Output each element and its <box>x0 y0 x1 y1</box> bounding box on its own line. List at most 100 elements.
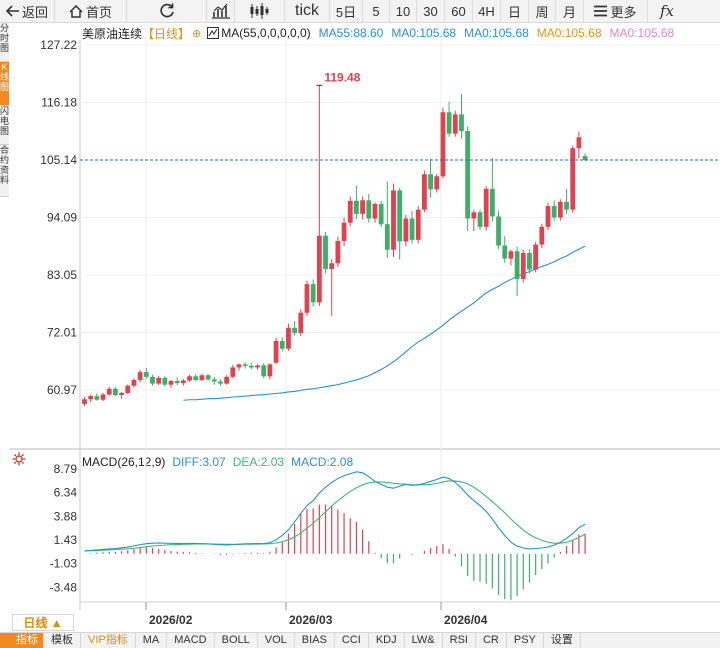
symbol-name: 美原油连续 <box>82 26 143 41</box>
macd-tick-label: -1.03 <box>50 557 78 571</box>
tab-macd[interactable]: MACD <box>167 633 215 648</box>
tab-settings[interactable]: 设置 <box>544 633 581 648</box>
candle-up <box>316 235 322 303</box>
macd-layer <box>84 471 586 601</box>
candle-down <box>292 327 298 334</box>
period-selector[interactable]: 日线 ▲ <box>12 614 74 631</box>
tab-indicator[interactable]: 指标 <box>0 633 44 648</box>
period-day[interactable]: 日 <box>501 0 529 22</box>
macd-tick-label: 3.88 <box>54 509 78 523</box>
candle-up <box>137 372 143 380</box>
macd-tick-label: 1.43 <box>54 533 78 547</box>
period-week[interactable]: 周 <box>529 0 556 22</box>
candle-down <box>564 201 569 210</box>
candle-up <box>335 240 341 264</box>
period-month[interactable]: 月 <box>556 0 584 22</box>
home-button[interactable]: 首页 <box>55 0 127 22</box>
candle-up <box>422 174 427 210</box>
candle-down <box>551 206 557 218</box>
candle-up <box>267 364 273 377</box>
candle-up <box>508 251 514 259</box>
date-axis: 2026/02 2026/03 2026/04 <box>145 602 488 627</box>
macd-settings-icon[interactable] <box>12 452 26 466</box>
target-icon[interactable]: ⊕ <box>192 27 202 40</box>
candle-up <box>434 176 440 190</box>
tab-cci[interactable]: CCI <box>335 633 369 648</box>
price-legend: 美原油连续 【日线】 ⊕ MA(55,0,0,0,0,0) MA55:88.60… <box>82 25 682 41</box>
tab-rsi[interactable]: RSI <box>443 633 476 648</box>
tab-vip-indicator[interactable]: VIP指标 <box>81 633 136 648</box>
candle-down <box>261 365 267 377</box>
ma-settings-icon[interactable] <box>207 27 220 39</box>
tab-contract-info[interactable]: 合约资料 <box>0 145 9 197</box>
price-tick-label: 105.14 <box>40 153 77 167</box>
tab-kline[interactable]: K线图 <box>0 62 9 106</box>
candle-down <box>384 224 390 250</box>
candle-down <box>378 203 384 225</box>
more-button[interactable]: 更多 <box>584 0 648 22</box>
price-tick-label: 116.18 <box>41 95 77 109</box>
macd-tick-label: 8.79 <box>54 462 78 476</box>
ma-value-3: MA0:105.68 <box>536 26 602 40</box>
chart-type-button[interactable] <box>207 0 235 22</box>
date-tick-label: 2026/02 <box>149 613 193 627</box>
tab-template[interactable]: 模板 <box>44 633 81 648</box>
tab-ma[interactable]: MA <box>136 633 168 648</box>
candle-down <box>527 252 532 270</box>
macd-dea-value: DEA:2.03 <box>232 455 285 469</box>
candle-up <box>273 340 279 363</box>
candle-down <box>94 396 100 400</box>
tab-vol[interactable]: VOL <box>258 633 295 648</box>
macd-tick-label: 6.34 <box>54 486 78 500</box>
candle-down <box>205 375 211 380</box>
tab-kdj[interactable]: KDJ <box>369 633 405 648</box>
candle-up <box>286 327 291 349</box>
tick-button[interactable]: tick <box>285 0 330 22</box>
candle-down <box>143 372 149 377</box>
candle-up <box>180 380 186 384</box>
kline-chart[interactable]: 127.22 116.18 105.14 94.09 83.05 72.01 60.97 8… <box>0 22 720 634</box>
tab-cr[interactable]: CR <box>476 633 507 648</box>
back-button[interactable]: 返回 <box>0 0 55 22</box>
candle-down <box>489 188 495 217</box>
period-10min[interactable]: 10 <box>390 0 417 22</box>
macd-axis: 8.79 6.34 3.88 1.43 -1.03 -3.48 <box>50 462 78 594</box>
macd-legend: MACD(26,12,9) DIFF:3.07 DEA:2.03 MACD:2.… <box>82 454 360 470</box>
candle-down <box>218 381 223 384</box>
candle-up <box>440 112 446 177</box>
candle-up <box>298 312 304 334</box>
candle-up <box>533 244 539 270</box>
candle-down <box>582 156 588 160</box>
back-arrow-icon <box>5 5 19 17</box>
period-4h[interactable]: 4H <box>473 0 501 22</box>
tab-boll[interactable]: BOLL <box>215 633 258 648</box>
tab-lw[interactable]: LW& <box>405 633 443 648</box>
tab-timeshare[interactable]: 分时图 <box>0 23 9 62</box>
period-30min[interactable]: 30 <box>417 0 445 22</box>
refresh-button[interactable] <box>127 0 207 22</box>
candle-up <box>82 399 87 404</box>
candle-up <box>452 114 458 134</box>
price-tick-label: 83.05 <box>47 268 77 282</box>
period-5min[interactable]: 5 <box>363 0 390 22</box>
annotations-layer: 119.48 <box>80 70 720 161</box>
ma-params: MA(55,0,0,0,0,0) <box>221 26 311 40</box>
tab-flash[interactable]: 闪电图 <box>0 106 9 145</box>
candle-up <box>391 190 396 250</box>
tab-bias[interactable]: BIAS <box>295 633 335 648</box>
candle-type-button[interactable] <box>235 0 285 22</box>
candle-up <box>199 375 205 380</box>
candle-up <box>100 394 106 400</box>
period-60min[interactable]: 60 <box>445 0 473 22</box>
candle-up <box>576 137 582 149</box>
candle-up <box>88 396 94 400</box>
candle-up <box>471 212 477 219</box>
candle-up <box>557 201 563 218</box>
candle-up <box>372 203 378 219</box>
tab-psy[interactable]: PSY <box>507 633 544 648</box>
candle-up <box>483 188 489 227</box>
formula-button[interactable]: fx <box>659 2 674 20</box>
period-5d[interactable]: 5日 <box>330 0 363 22</box>
candle-down <box>279 340 285 349</box>
candle-up <box>304 284 310 313</box>
